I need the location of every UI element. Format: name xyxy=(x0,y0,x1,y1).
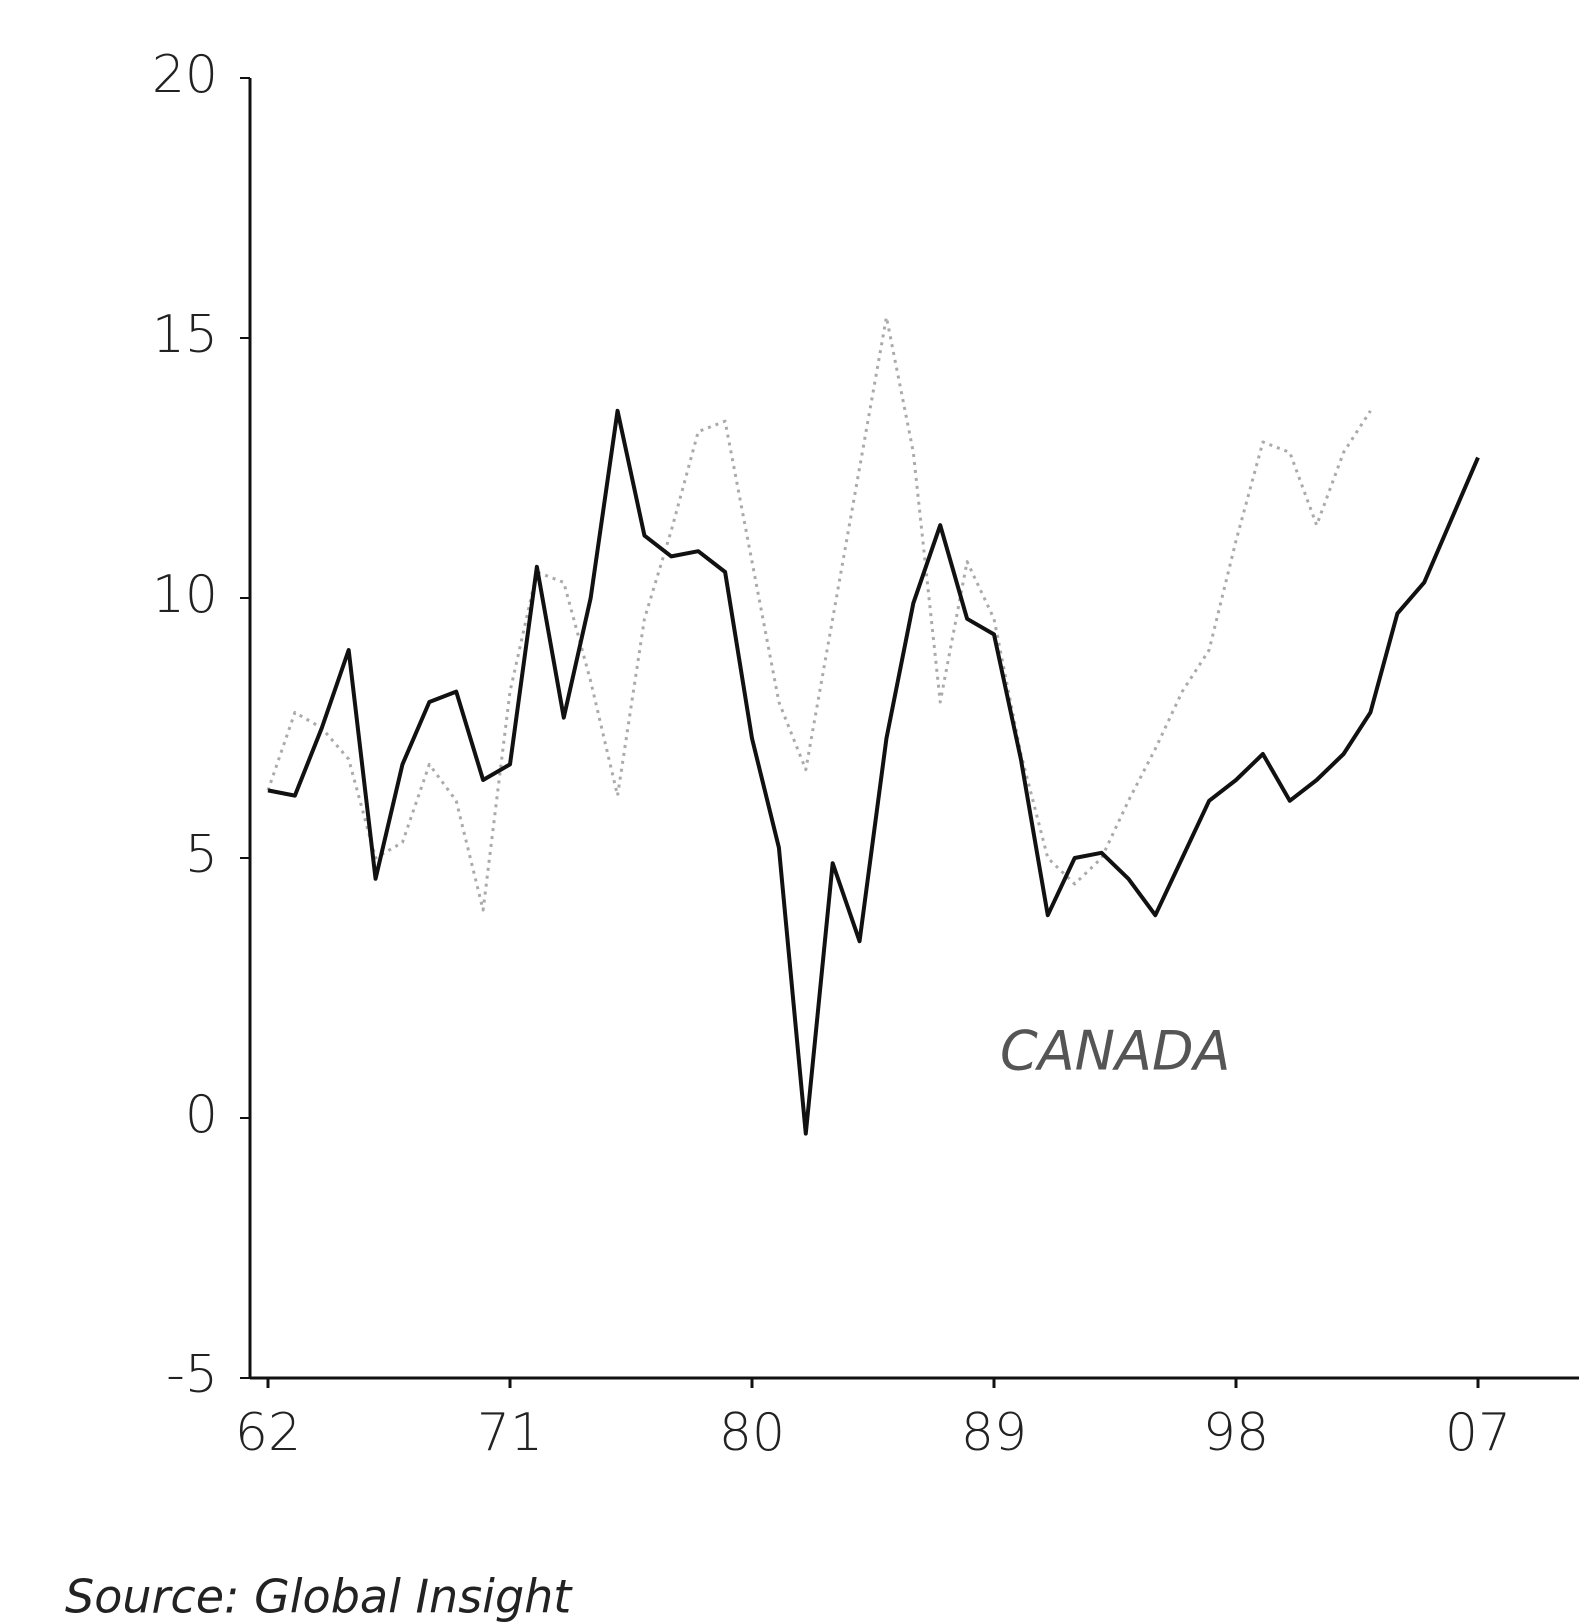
y-tick-label: -5 xyxy=(166,1345,218,1405)
series-line xyxy=(267,408,1480,1136)
y-tick-label: 10 xyxy=(152,565,218,625)
x-tick-label: 62 xyxy=(235,1403,301,1463)
x-tick-label: 89 xyxy=(961,1403,1027,1463)
x-tick-label: 80 xyxy=(719,1403,785,1463)
source: Source: Global Insight xyxy=(65,1570,573,1624)
series-line xyxy=(266,315,1372,912)
y-tick-label: 20 xyxy=(152,45,218,105)
y-tick-label: 15 xyxy=(152,305,218,365)
y-tick-label: 5 xyxy=(185,825,218,885)
x-tick-label: 07 xyxy=(1445,1403,1511,1463)
annotation: CANADA xyxy=(1000,1020,1231,1083)
x-tick-label: 71 xyxy=(477,1403,543,1463)
y-tick-label: 0 xyxy=(185,1085,218,1145)
x-tick-label: 98 xyxy=(1203,1403,1269,1463)
